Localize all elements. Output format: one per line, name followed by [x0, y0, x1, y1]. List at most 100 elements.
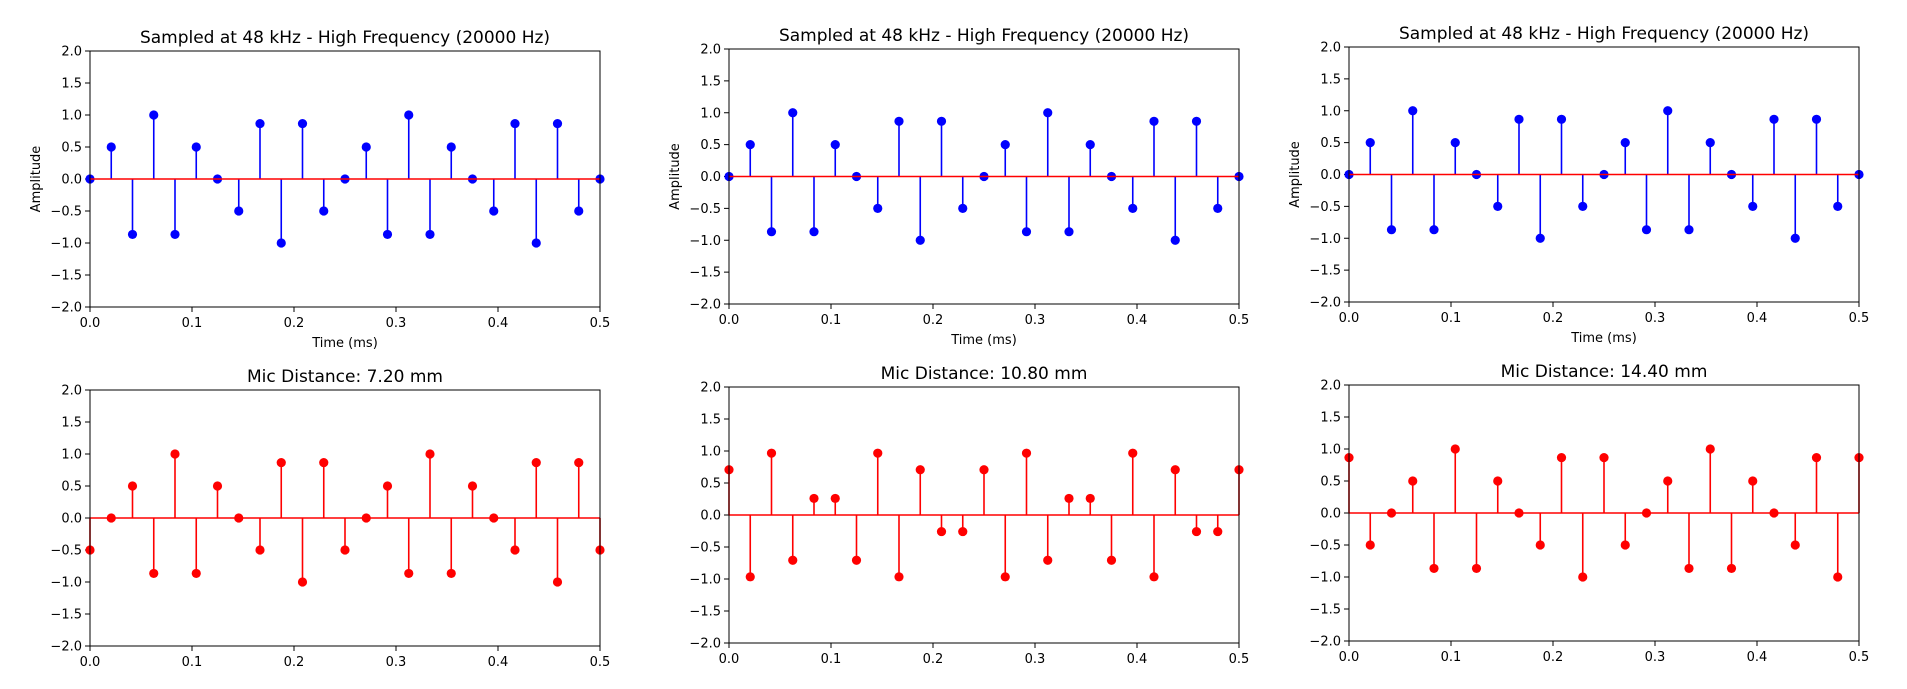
stem-marker [1170, 465, 1180, 475]
stem-marker [1790, 233, 1800, 243]
stem-marker [1213, 526, 1223, 537]
stem-marker [1450, 138, 1460, 148]
stem-marker [149, 110, 159, 120]
y-tick-label: 0.0 [700, 170, 721, 185]
stem-marker [915, 465, 925, 475]
y-tick-label: 1.5 [700, 74, 721, 89]
axes-frame [1348, 384, 1860, 642]
x-tick-label: 0.2 [923, 313, 944, 328]
y-tick-label: 1.0 [700, 106, 721, 121]
x-tick-label: 0.2 [284, 316, 305, 331]
y-tick-label: 2.0 [61, 384, 82, 399]
axes-frame [728, 386, 1240, 644]
y-tick-label: 2.0 [1320, 379, 1341, 394]
stem-marker [1705, 138, 1715, 148]
axes-frame [89, 50, 601, 308]
stem-marker [1769, 114, 1779, 124]
stem-marker [319, 457, 329, 468]
y-tick-label: −0.5 [689, 541, 721, 556]
stem-marker [1748, 201, 1758, 211]
stem-marker [830, 140, 840, 150]
y-tick-label: 1.5 [1320, 411, 1341, 426]
stem-marker [1429, 563, 1439, 574]
y-tick-label: −1.5 [50, 608, 82, 623]
x-tick-label: 0.3 [386, 655, 407, 670]
stem-marker [1471, 563, 1482, 574]
stem-marker [1106, 555, 1117, 565]
stem-marker [234, 206, 244, 216]
stem-marker [276, 457, 286, 468]
stem-marker [1064, 493, 1074, 504]
stem-marker [1705, 444, 1715, 454]
stem-marker [809, 493, 819, 504]
stem-marker [1191, 116, 1202, 126]
y-tick-label: 2.0 [1320, 41, 1341, 56]
y-tick-label: 1.0 [61, 109, 82, 124]
x-tick-label: 0.3 [1025, 313, 1046, 328]
y-tick-label: −1.0 [50, 576, 82, 591]
stem-marker [1191, 526, 1202, 537]
stem-marker [1514, 114, 1524, 124]
y-tick-label: 0.0 [1320, 507, 1341, 522]
stem-marker [106, 142, 116, 152]
stem-marker [170, 229, 180, 240]
stem-marker [1365, 540, 1375, 550]
stem-marker [531, 238, 541, 248]
y-tick-label: −1.0 [1309, 232, 1341, 247]
subplot-6: Mic Distance: 14.40 mm 0.0 0.1 0.2 0.3 0.4 0.5… [1309, 362, 1869, 665]
stem-marker [1128, 203, 1138, 213]
stem-marker [1149, 572, 1159, 582]
y-tick-label: 1.5 [61, 77, 82, 92]
x-tick-label: 0.5 [1229, 652, 1250, 667]
x-tick-label: 0.4 [1747, 311, 1768, 326]
y-tick-label: 0.5 [61, 480, 82, 495]
subplot-title: Mic Distance: 7.20 mm [247, 367, 443, 387]
stem-marker [255, 118, 265, 129]
stem-marker [1429, 225, 1439, 235]
stem-marker [425, 449, 435, 459]
subplot-3: Sampled at 48 kHz - High Frequency (2000… [1288, 24, 1869, 346]
y-tick-label: 1.0 [1320, 104, 1341, 119]
y-tick-label: −1.5 [689, 266, 721, 281]
y-tick-label: −1.0 [689, 234, 721, 249]
stem-marker [809, 227, 819, 237]
stem-marker [1684, 225, 1694, 235]
stem-marker [1408, 106, 1418, 116]
subplot-title: Sampled at 48 kHz - High Frequency (2000… [140, 28, 550, 48]
stem-marker [1620, 138, 1630, 148]
subplot-1: Sampled at 48 kHz - High Frequency (2000… [29, 28, 610, 351]
stem-marker [936, 526, 947, 537]
subplot-2: Sampled at 48 kHz - High Frequency (2000… [668, 26, 1249, 348]
stem-marker [552, 577, 563, 587]
y-tick-label: 1.5 [700, 413, 721, 428]
x-tick-label: 0.3 [386, 316, 407, 331]
subplot-4: Mic Distance: 7.20 mm 0.0 0.1 0.2 0.3 0.4 0.5 −… [50, 367, 610, 670]
stem-marker [340, 545, 350, 555]
y-tick-label: 0.0 [61, 173, 82, 188]
x-tick-label: 0.1 [821, 313, 842, 328]
y-tick-label: −0.5 [50, 544, 82, 559]
subplot-title: Sampled at 48 kHz - High Frequency (2000… [779, 26, 1189, 46]
stem-marker [1535, 540, 1545, 550]
y-tick-label: −2.0 [689, 637, 721, 652]
stem-marker [788, 555, 798, 565]
stem-marker [1663, 106, 1673, 116]
stem-marker [574, 206, 584, 216]
stem-marker [552, 118, 563, 129]
stem-marker [1149, 116, 1159, 126]
stem-marker [873, 448, 883, 458]
stem-marker [1365, 138, 1375, 148]
stem-marker [1578, 572, 1588, 582]
y-tick-label: −1.5 [1309, 603, 1341, 618]
y-tick-label: −1.0 [1309, 571, 1341, 586]
stem-marker [1790, 540, 1800, 550]
y-tick-label: 2.0 [700, 43, 721, 58]
stem-marker [1000, 572, 1010, 582]
stem-marker [851, 555, 862, 565]
stem-marker [1021, 448, 1032, 458]
y-tick-label: 0.0 [700, 509, 721, 524]
x-axis-label: Time (ms) [311, 336, 378, 351]
x-tick-label: 0.1 [821, 652, 842, 667]
y-tick-label: −2.0 [689, 298, 721, 313]
x-tick-label: 0.5 [1229, 313, 1250, 328]
